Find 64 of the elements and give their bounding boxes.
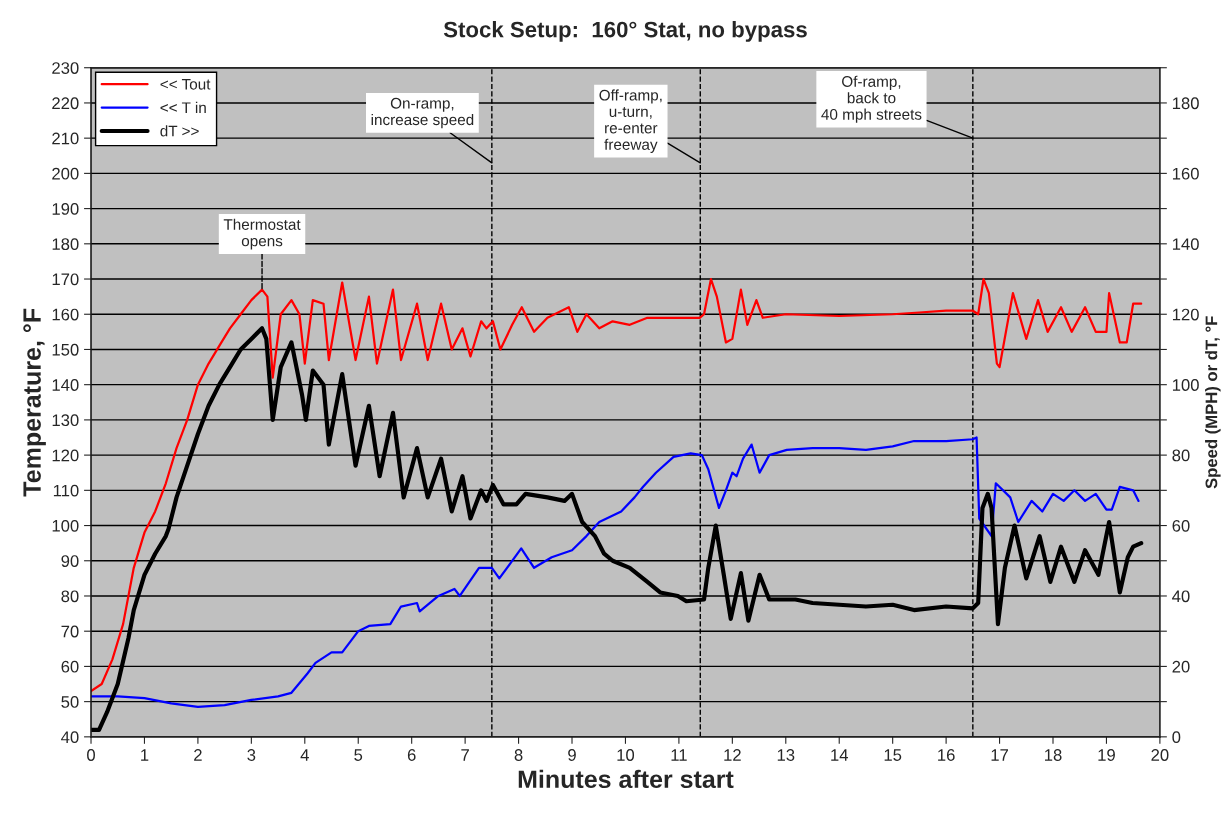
x-tick-label: 5 <box>354 749 363 761</box>
x-tick-label: 2 <box>194 749 202 761</box>
x-tick-label: 0 <box>87 749 95 761</box>
annotation: Off-ramp, u-turn, re-enter freeway <box>599 89 662 153</box>
y2-tick-label: 180 <box>1172 97 1199 110</box>
x-tick-label: 18 <box>1045 749 1062 761</box>
y-tick-label: 180 <box>52 238 79 251</box>
y-tick-label: 220 <box>52 97 79 110</box>
y-tick-label: 50 <box>61 696 79 708</box>
y2-tick-label: 60 <box>1172 519 1190 532</box>
y-tick-label: 100 <box>52 519 79 532</box>
y-tick-label: 40 <box>61 731 79 744</box>
y-tick-label: 230 <box>52 62 79 74</box>
y2-tick-label: 20 <box>1172 660 1190 673</box>
annotation: Thermostat opens <box>223 218 301 250</box>
y-tick-label: 190 <box>52 203 79 215</box>
y-tick-label: 120 <box>52 449 79 462</box>
y-tick-label: 150 <box>52 343 79 356</box>
y2-tick-label: 160 <box>1172 167 1199 180</box>
chart-title: Stock Setup: 160° Stat, no bypass <box>443 21 807 42</box>
y-tick-label: 90 <box>61 555 79 567</box>
y-tick-label: 200 <box>52 167 79 180</box>
x-tick-label: 20 <box>1151 749 1169 761</box>
y-tick-label: 80 <box>61 590 79 603</box>
y2-tick-label: 80 <box>1172 449 1190 462</box>
y-axis-title: Temperature, °F <box>23 308 46 497</box>
annotation: On-ramp, increase speed <box>371 97 474 129</box>
x-tick-label: 3 <box>247 749 256 761</box>
x-tick-label: 10 <box>617 749 635 761</box>
y2-tick-label: 40 <box>1172 590 1190 603</box>
y-tick-label: 110 <box>53 484 79 497</box>
x-tick-label: 17 <box>991 749 1008 761</box>
x-tick-label: 9 <box>568 749 576 761</box>
legend-label: dT >> <box>160 125 199 137</box>
x-tick-label: 12 <box>724 749 741 761</box>
legend-label: << T in <box>160 101 206 113</box>
y-tick-label: 70 <box>61 625 79 638</box>
y-tick-label: 170 <box>52 273 79 286</box>
x-tick-label: 7 <box>461 749 469 761</box>
x-tick-label: 6 <box>407 749 416 761</box>
y-tick-label: 140 <box>52 379 79 391</box>
y-tick-label: 60 <box>61 660 79 673</box>
annotation: Of-ramp, back to 40 mph streets <box>821 75 922 123</box>
x-tick-label: 13 <box>777 749 795 761</box>
y2-tick-label: 140 <box>1172 238 1199 251</box>
x-tick-label: 19 <box>1098 749 1115 761</box>
legend-label: << Tout <box>160 78 211 90</box>
y-tick-label: 210 <box>52 132 79 145</box>
x-tick-label: 11 <box>671 749 687 761</box>
line-series <box>91 436 1140 709</box>
x-tick-label: 8 <box>514 749 523 761</box>
y2-axis-title: Speed (MPH) or dT, °F <box>1205 316 1221 489</box>
x-tick-label: 1 <box>141 749 149 761</box>
y2-tick-label: 120 <box>1172 308 1199 321</box>
x-tick-label: 4 <box>300 749 309 761</box>
x-tick-label: 15 <box>884 749 902 761</box>
y-tick-label: 160 <box>52 308 79 321</box>
x-axis-title: Minutes after start <box>518 769 734 789</box>
x-tick-label: 16 <box>938 749 955 761</box>
line-series <box>91 277 1143 693</box>
y2-tick-label: 0 <box>1172 731 1181 744</box>
y-tick-label: 130 <box>52 414 79 427</box>
y2-tick-label: 100 <box>1172 379 1199 391</box>
x-tick-label: 14 <box>831 749 849 761</box>
